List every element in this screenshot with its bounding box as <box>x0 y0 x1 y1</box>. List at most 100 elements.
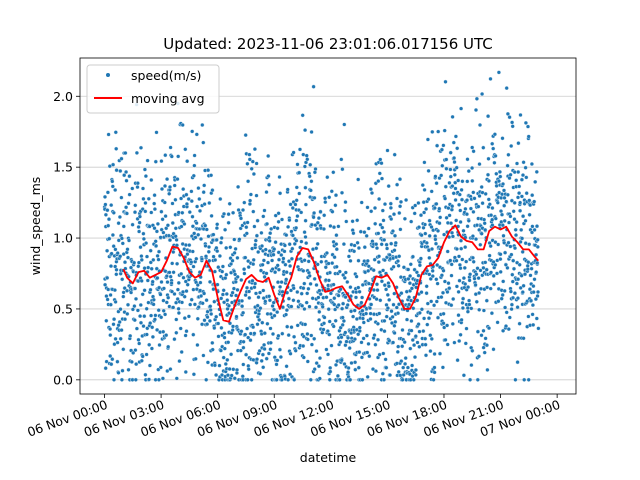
scatter-point <box>186 196 191 202</box>
scatter-point <box>475 377 480 382</box>
scatter-point <box>327 377 332 382</box>
scatter-point <box>309 333 314 338</box>
scatter-point <box>407 302 412 307</box>
scatter-point <box>105 190 110 195</box>
scatter-point <box>439 147 444 152</box>
scatter-point <box>468 377 473 382</box>
scatter-point <box>156 249 162 254</box>
scatter-point <box>252 285 257 290</box>
scatter-point <box>286 224 291 229</box>
scatter-point <box>232 250 237 255</box>
scatter-point <box>318 209 323 214</box>
scatter-point <box>170 201 175 206</box>
scatter-point <box>389 309 394 314</box>
scatter-point <box>456 289 461 294</box>
scatter-point <box>374 246 380 251</box>
scatter-point <box>433 241 439 246</box>
scatter-point <box>234 370 239 376</box>
scatter-point <box>293 340 298 345</box>
scatter-point <box>274 362 279 367</box>
scatter-point <box>427 218 432 223</box>
scatter-point <box>359 340 364 345</box>
scatter-point <box>480 91 485 97</box>
scatter-point <box>104 318 109 323</box>
scatter-point <box>348 377 353 382</box>
scatter-point <box>163 312 168 317</box>
scatter-point <box>312 210 317 216</box>
scatter-point <box>466 218 471 223</box>
scatter-point <box>394 305 399 310</box>
scatter-point <box>422 316 427 321</box>
scatter-point <box>532 277 537 282</box>
scatter-point <box>267 294 272 299</box>
scatter-point <box>301 355 306 360</box>
scatter-point <box>169 280 174 286</box>
scatter-point <box>369 302 374 307</box>
scatter-point <box>132 304 137 309</box>
scatter-point <box>486 178 491 183</box>
scatter-point <box>247 201 252 207</box>
scatter-point <box>354 274 359 279</box>
scatter-point <box>425 301 430 306</box>
scatter-point <box>306 286 311 291</box>
scatter-point <box>114 168 119 173</box>
scatter-point <box>192 163 197 168</box>
scatter-point <box>244 231 249 236</box>
scatter-point <box>422 222 428 227</box>
scatter-point <box>205 322 210 327</box>
scatter-point <box>132 318 137 323</box>
scatter-point <box>291 286 296 291</box>
scatter-point <box>398 204 403 209</box>
scatter-point <box>327 332 332 337</box>
scatter-point <box>214 314 219 319</box>
scatter-point <box>432 303 437 308</box>
y-tick-label: 0.0 <box>53 372 73 387</box>
scatter-point <box>503 250 508 255</box>
scatter-point <box>149 346 154 351</box>
scatter-point <box>109 362 114 367</box>
scatter-point <box>121 252 126 257</box>
scatter-point <box>465 224 470 229</box>
scatter-point <box>356 332 361 337</box>
scatter-point <box>515 360 520 365</box>
scatter-point <box>374 242 379 247</box>
scatter-point <box>505 111 510 116</box>
scatter-point <box>375 321 380 326</box>
scatter-point <box>423 353 429 358</box>
scatter-point <box>294 198 299 203</box>
scatter-point <box>315 226 320 231</box>
scatter-point <box>106 132 111 137</box>
scatter-point <box>432 351 437 357</box>
y-axis-label: wind_speed_ms <box>28 177 43 276</box>
scatter-point <box>463 281 468 287</box>
scatter-point <box>154 130 159 135</box>
scatter-point <box>356 258 361 263</box>
scatter-point <box>512 170 517 175</box>
scatter-point <box>165 177 170 182</box>
scatter-point <box>505 192 510 197</box>
scatter-point <box>125 247 130 252</box>
scatter-point <box>115 251 120 256</box>
y-tick-label: 1.5 <box>53 160 73 175</box>
scatter-point <box>316 216 321 221</box>
scatter-point <box>476 204 481 209</box>
scatter-point <box>266 153 271 159</box>
scatter-point <box>239 277 244 283</box>
scatter-point <box>529 230 535 235</box>
scatter-point <box>258 268 264 273</box>
scatter-point <box>501 233 506 238</box>
scatter-point <box>176 280 181 285</box>
scatter-point <box>228 245 233 250</box>
scatter-point <box>453 186 458 191</box>
scatter-point <box>343 343 348 348</box>
scatter-point <box>158 292 163 297</box>
scatter-point <box>250 278 255 283</box>
scatter-point <box>266 174 271 179</box>
scatter-point <box>437 351 443 356</box>
scatter-point <box>183 279 188 284</box>
scatter-point <box>451 296 456 302</box>
scatter-point <box>324 295 329 300</box>
scatter-point <box>121 294 126 299</box>
scatter-point <box>315 241 320 246</box>
scatter-point <box>493 240 498 245</box>
